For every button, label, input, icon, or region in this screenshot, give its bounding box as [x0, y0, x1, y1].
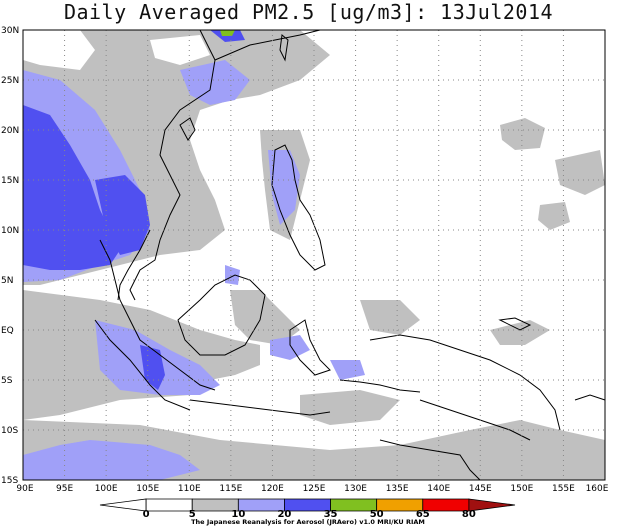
colorbar-level-label: 80	[462, 509, 476, 520]
lat-tick-label: 5N	[1, 276, 13, 286]
credit-text: The Japanese Reanalysis for Aerosol (JRA…	[191, 518, 425, 526]
coast-gulf-thailand	[117, 229, 151, 301]
gray-region-banda	[300, 390, 400, 425]
lon-tick-label: 140E	[427, 484, 450, 494]
lat-tick-label: 10S	[1, 426, 18, 436]
colorbar-segment	[99, 498, 147, 512]
gray-region-newguinea	[490, 320, 550, 345]
lon-tick-label: 95E	[56, 484, 73, 494]
colorbar-segment	[468, 498, 516, 512]
lon-tick-label: 120E	[261, 484, 284, 494]
coast-malay-sumatra	[99, 239, 216, 391]
lon-tick-label: 105E	[136, 484, 159, 494]
colorbar-level-label: 0	[143, 509, 150, 520]
colorbar-level-label: 35	[324, 509, 338, 520]
colorbar-level-label: 50	[370, 509, 384, 520]
map-title: Daily Averaged PM2.5 [ug/m3]: 13Jul2014	[63, 0, 554, 24]
gray-region-sulawesi	[360, 300, 420, 335]
coast-hainan	[179, 117, 196, 141]
coast-new-guinea-north	[369, 334, 561, 431]
coast-south-china	[214, 29, 321, 61]
latitude-tick-labels: 30N 25N 20N 15N 10N 5N EQ 5S 10S 15S	[1, 26, 19, 486]
lon-tick-label: 135E	[386, 484, 409, 494]
colorbar-level-label: 65	[416, 509, 430, 520]
colorbar: 0 5 10 20 35 50 65 80	[99, 498, 516, 520]
lon-tick-label: 90E	[16, 484, 33, 494]
blue-region-sumatra-core	[140, 345, 165, 390]
lon-tick-label: 115E	[219, 484, 242, 494]
coast-philippines	[271, 144, 326, 271]
lon-tick-label: 100E	[95, 484, 118, 494]
coast-sumatra-west	[94, 319, 191, 411]
lightblue-region-java	[270, 335, 310, 360]
colorbar-level-label: 10	[231, 509, 245, 520]
longitude-tick-labels: 90E 95E 100E 105E 110E 115E 120E 125E 130E 135E 14…	[16, 484, 608, 494]
coast-solomon	[574, 394, 606, 401]
coast-lesser-sunda	[339, 379, 421, 393]
lat-tick-label: 15N	[1, 176, 19, 186]
lat-tick-label: 20N	[1, 126, 19, 136]
coast-australia	[379, 439, 481, 481]
coast-indochina	[129, 29, 216, 301]
blue-region-myanmar	[23, 105, 120, 270]
lat-tick-label: 25N	[1, 76, 19, 86]
lat-tick-label: 15S	[1, 476, 18, 486]
coast-taiwan	[279, 34, 289, 62]
coast-sulawesi	[289, 319, 331, 376]
lightblue-region-south-china	[180, 60, 250, 105]
colorbar-level-label: 5	[189, 509, 196, 520]
lat-tick-label: 10N	[1, 226, 19, 236]
gray-region-pacific-2	[555, 150, 605, 195]
gray-region-pacific-3	[538, 202, 570, 230]
lon-tick-label: 145E	[469, 484, 492, 494]
pm25-green-spot	[220, 30, 235, 36]
gray-region-pacific-1	[500, 118, 545, 150]
gray-region-borneo-east	[230, 290, 300, 345]
lightblue-region-south	[23, 440, 200, 480]
lat-tick-label: EQ	[1, 326, 14, 336]
lon-tick-label: 150E	[510, 484, 533, 494]
coast-borneo	[177, 274, 266, 356]
lightblue-region-flores	[330, 360, 365, 380]
lon-tick-label: 155E	[552, 484, 575, 494]
colorbar-segment	[145, 498, 193, 512]
lon-tick-label: 130E	[344, 484, 367, 494]
lat-tick-label: 30N	[1, 26, 19, 36]
map-frame	[22, 29, 606, 481]
lon-tick-label: 160E	[586, 484, 609, 494]
blue-region-thailand	[95, 175, 150, 255]
lon-tick-label: 110E	[178, 484, 201, 494]
colorbar-level-label: 20	[277, 509, 291, 520]
coast-java	[189, 399, 331, 416]
lon-tick-label: 125E	[303, 484, 326, 494]
gridlines	[23, 30, 605, 480]
lat-tick-label: 5S	[1, 376, 13, 386]
coast-new-guinea-tip	[498, 317, 532, 331]
coastlines	[94, 29, 606, 481]
lightblue-region-luzon	[268, 150, 300, 225]
